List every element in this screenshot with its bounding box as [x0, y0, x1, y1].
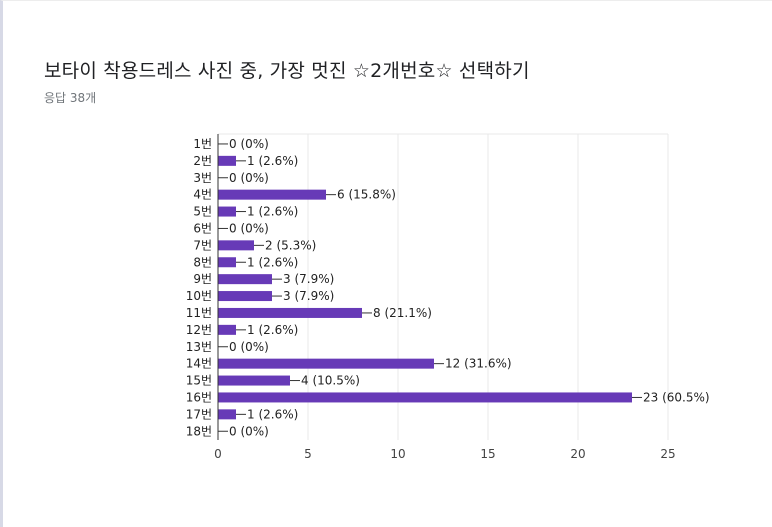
category-label: 15번: [186, 374, 212, 388]
category-label: 13번: [186, 340, 212, 354]
category-label: 18번: [186, 424, 212, 438]
category-label: 6번: [193, 221, 212, 235]
data-label: 12 (31.6%): [445, 357, 512, 371]
chart-label-connectors: [218, 143, 642, 432]
category-label: 9번: [193, 272, 212, 286]
bar: [218, 240, 254, 251]
chart-x-tick-labels: 0 5 10 15 20 25: [214, 447, 675, 461]
category-label: 8번: [193, 255, 212, 269]
x-tick-label: 20: [570, 447, 585, 461]
category-label: 7번: [193, 238, 212, 252]
data-label: 1 (2.6%): [247, 255, 298, 269]
bar: [218, 274, 272, 285]
data-label: 1 (2.6%): [247, 154, 298, 168]
category-label: 2번: [193, 154, 212, 168]
bar: [218, 409, 236, 420]
data-label: 0 (0%): [229, 340, 269, 354]
chart-grid: [218, 133, 669, 440]
data-label: 3 (7.9%): [283, 289, 334, 303]
response-count: 응답 38개: [44, 91, 97, 105]
bar: [218, 324, 236, 335]
x-tick-label: 15: [480, 447, 495, 461]
x-tick-label: 10: [390, 447, 405, 461]
bar: [218, 257, 236, 268]
data-label: 3 (7.9%): [283, 272, 334, 286]
data-label: 0 (0%): [229, 424, 269, 438]
bar: [218, 307, 362, 318]
data-label: 0 (0%): [229, 221, 269, 235]
question-title: 보타이 착용드레스 사진 중, 가장 멋진 ☆2개번호☆ 선택하기: [44, 60, 530, 82]
data-label: 1 (2.6%): [247, 407, 298, 421]
chart-data-labels: 0 (0%) 1 (2.6%) 0 (0%) 6 (15.8%) 1 (2.6%) 0 (…: [229, 137, 710, 438]
data-label: 2 (5.3%): [265, 238, 316, 252]
category-label: 4번: [193, 188, 212, 202]
category-label: 1번: [193, 137, 212, 151]
bar: [218, 291, 272, 302]
x-tick-label: 25: [660, 447, 675, 461]
x-tick-label: 0: [214, 447, 222, 461]
bar: [218, 189, 326, 200]
data-label: 6 (15.8%): [337, 188, 396, 202]
category-label: 17번: [186, 407, 212, 421]
chart-bars: [218, 155, 632, 420]
data-label: 1 (2.6%): [247, 323, 298, 337]
bar: [218, 392, 632, 403]
bar: [218, 375, 290, 386]
category-label: 10번: [186, 289, 212, 303]
category-label: 14번: [186, 357, 212, 371]
data-label: 8 (21.1%): [373, 306, 432, 320]
category-label: 3번: [193, 171, 212, 185]
bar: [218, 206, 236, 217]
category-label: 16번: [186, 390, 212, 404]
chart-category-labels: 1번 2번 3번 4번 5번 6번 7번 8번 9번 10번 11번 12번 13번 14번 15번 16번 1…: [186, 137, 212, 438]
data-label: 4 (10.5%): [301, 374, 360, 388]
category-label: 11번: [186, 306, 212, 320]
data-label: 23 (60.5%): [643, 390, 710, 404]
bar: [218, 155, 236, 166]
data-label: 1 (2.6%): [247, 205, 298, 219]
category-label: 12번: [186, 323, 212, 337]
data-label: 0 (0%): [229, 171, 269, 185]
data-label: 0 (0%): [229, 137, 269, 151]
x-tick-label: 5: [304, 447, 312, 461]
category-label: 5번: [193, 205, 212, 219]
bar: [218, 358, 434, 369]
